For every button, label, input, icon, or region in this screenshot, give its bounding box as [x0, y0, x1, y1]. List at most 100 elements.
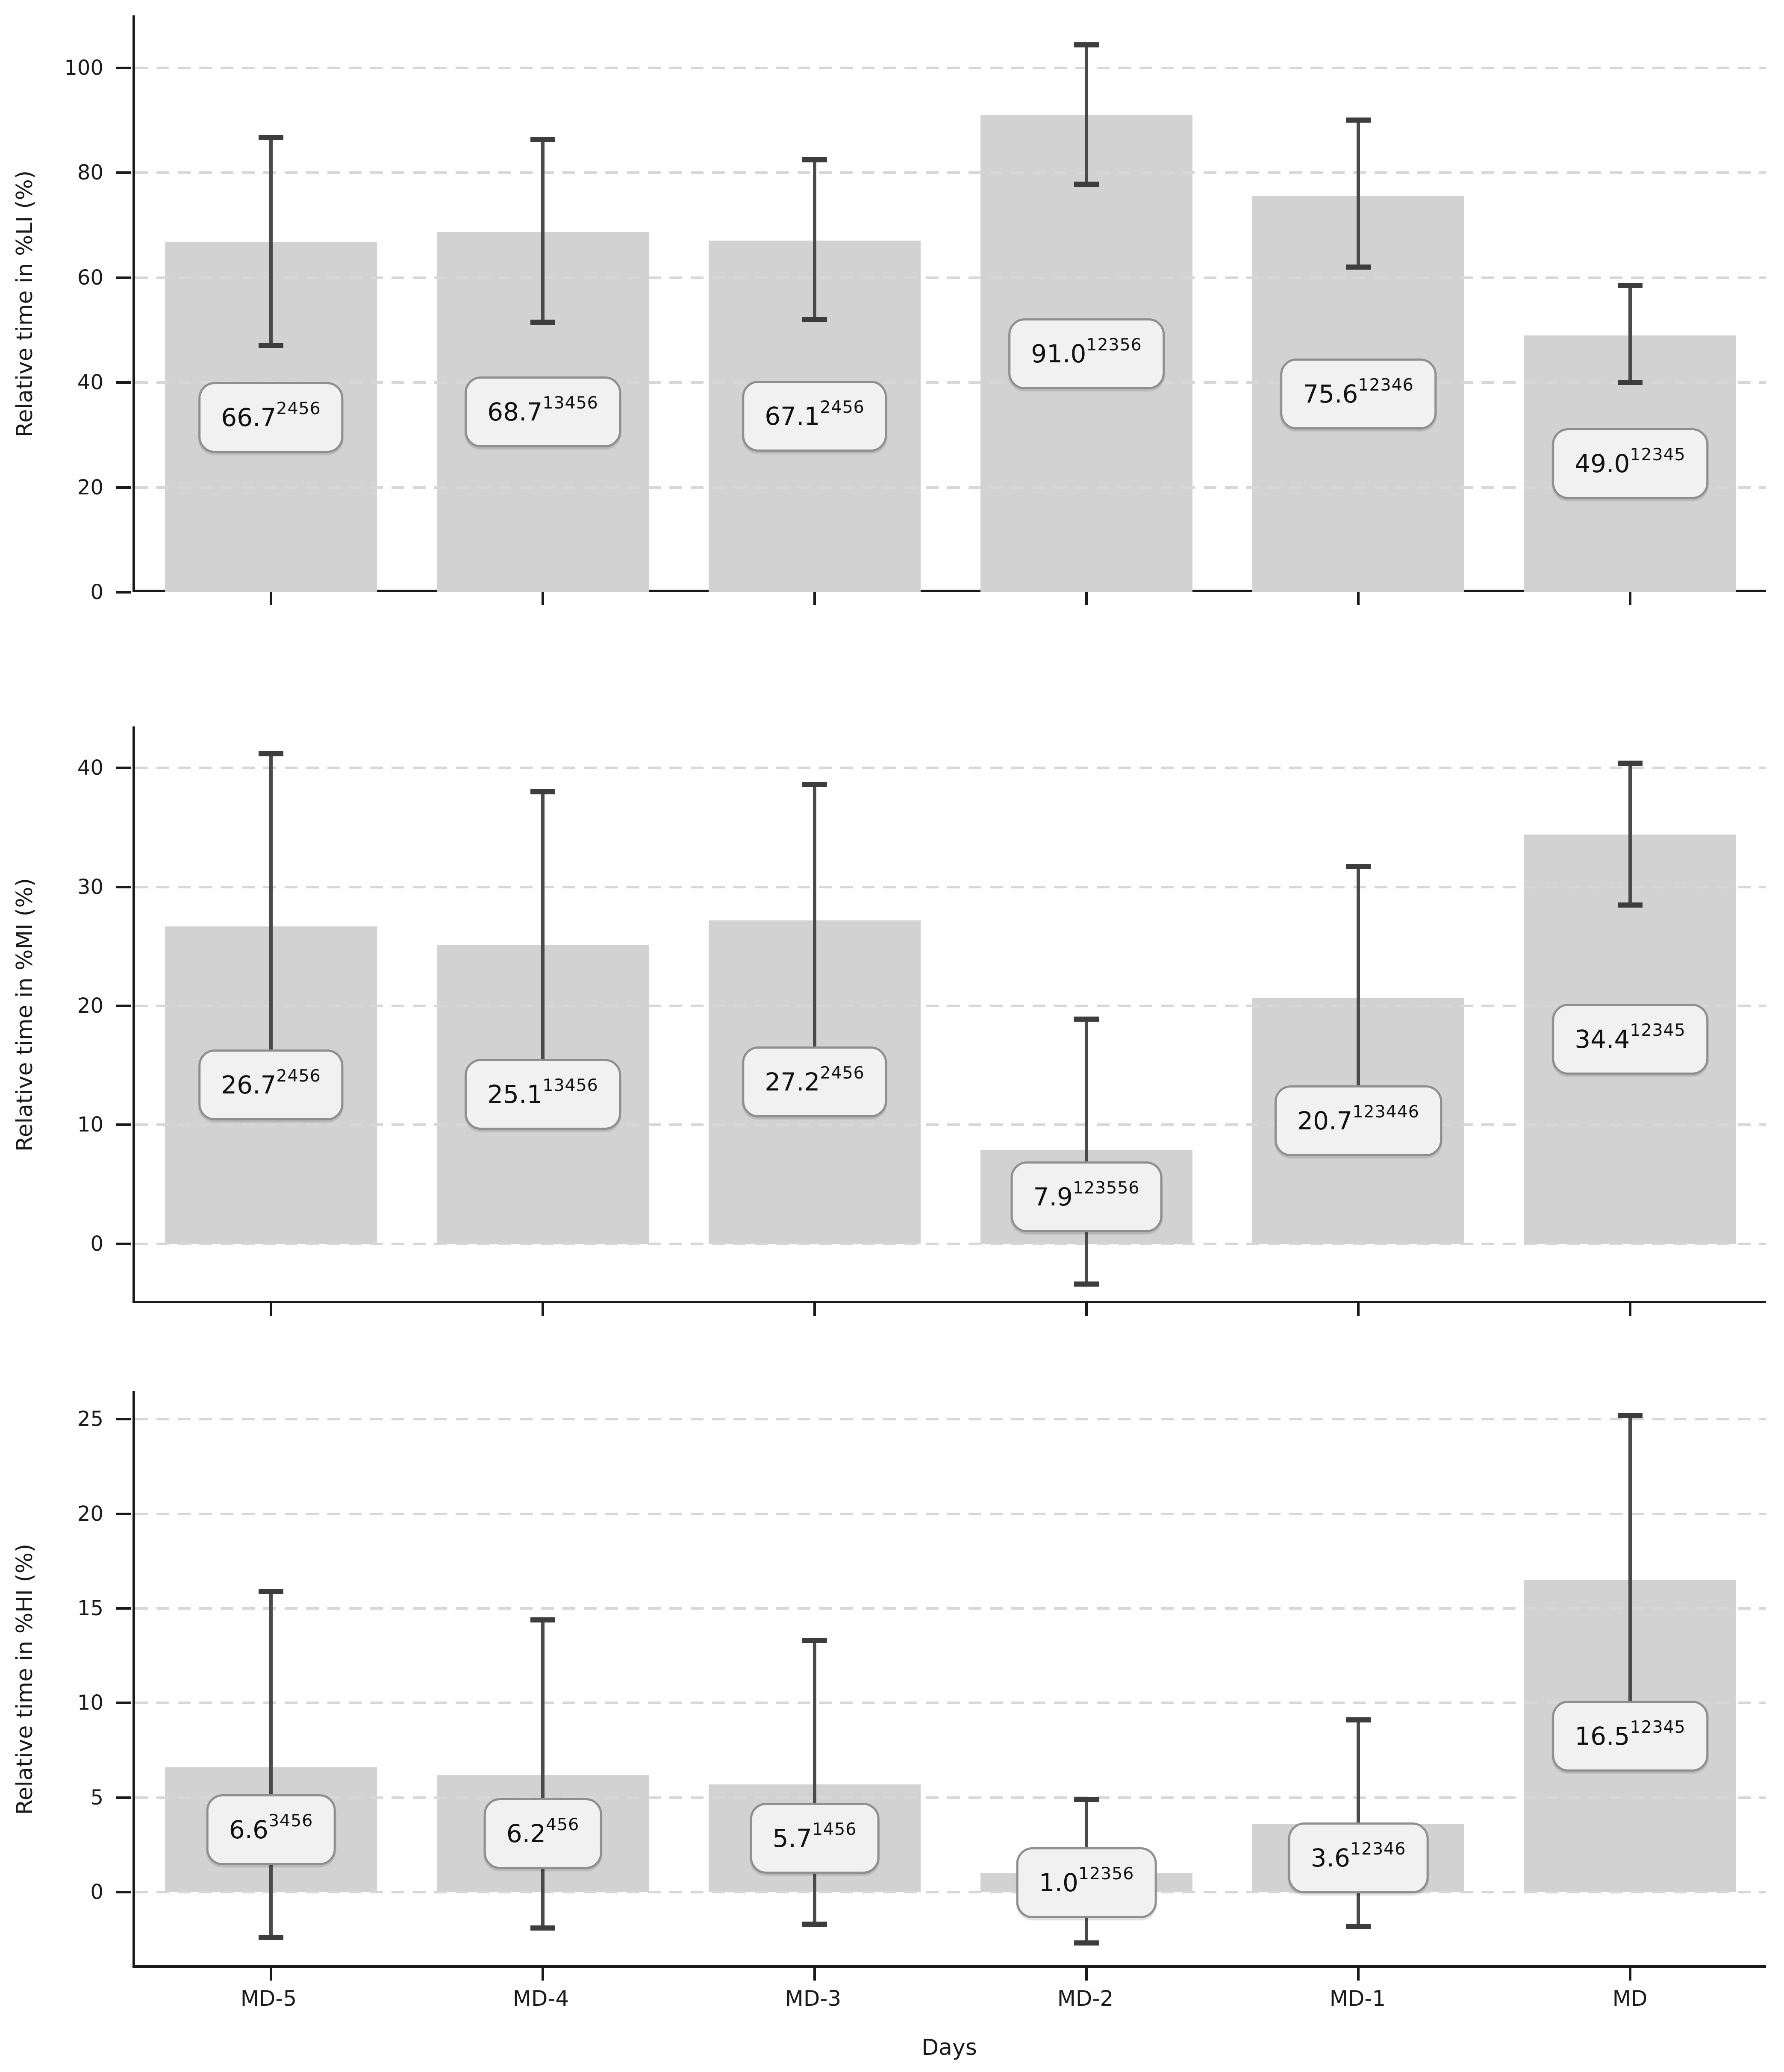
x-tick-mark-md-2	[1085, 1303, 1088, 1316]
significance-superscript: 123446	[1352, 1102, 1419, 1122]
significance-superscript: 12356	[1086, 335, 1142, 355]
value-text: 34.4	[1575, 1025, 1630, 1054]
y-tick-mark-20	[116, 1512, 131, 1515]
value-text: 27.2	[765, 1067, 820, 1097]
x-tick-mark-md-4	[542, 1968, 544, 1981]
error-bar-md-5	[269, 1591, 273, 1938]
y-tick-label-0: 0	[90, 1880, 103, 1904]
x-tick-mark-md-5	[269, 592, 272, 605]
x-tick-mark-md	[1629, 592, 1631, 605]
value-label-md-2: 91.012356	[1008, 318, 1165, 389]
y-tick-label-40: 40	[77, 370, 103, 395]
gridline-y-25	[135, 1418, 1766, 1421]
plot-area-mi: 26.72456 25.113456 27.22456 7.9123556 20.712…	[132, 726, 1766, 1316]
value-label-md-2: 1.012356	[1016, 1847, 1157, 1918]
error-bar-md-3	[813, 159, 816, 320]
value-text: 7.9	[1033, 1182, 1073, 1211]
significance-superscript: 2456	[276, 398, 321, 418]
error-cap-bottom-md-2	[1074, 1940, 1099, 1946]
y-tick-mark-5	[116, 1796, 131, 1799]
value-text: 68.7	[487, 397, 543, 427]
x-tick-mark-md-5	[269, 1303, 272, 1316]
gridline-y-10	[135, 1123, 1766, 1126]
value-label-md-4: 25.113456	[465, 1059, 621, 1130]
x-tick-mark-md-5	[269, 1968, 272, 1981]
y-tick-mark-10	[116, 1702, 131, 1705]
error-cap-bottom-md	[1618, 902, 1643, 908]
error-cap-top-md-2	[1074, 1016, 1099, 1022]
x-category-label-md-3: MD-3	[785, 1986, 842, 2011]
y-tick-label-30: 30	[77, 875, 103, 899]
plot-area-li: 66.72456 68.713456 67.12456 91.012356 75.612…	[132, 15, 1766, 605]
y-tick-label-25: 25	[77, 1407, 103, 1431]
error-cap-top-md-2	[1074, 42, 1099, 47]
error-cap-top-md	[1618, 761, 1643, 766]
significance-superscript: 13456	[542, 393, 598, 413]
x-tick-mark-md-4	[542, 592, 544, 605]
error-cap-bottom-md-5	[258, 1935, 283, 1940]
significance-superscript: 12346	[1350, 1839, 1406, 1859]
value-label-md-3: 5.71456	[750, 1802, 880, 1874]
y-tick-label-5: 5	[90, 1785, 103, 1810]
gridline-y-40	[135, 767, 1766, 770]
x-tick-mark-md-1	[1357, 592, 1360, 605]
y-tick-mark-10	[116, 1123, 131, 1126]
x-tick-mark-md-4	[542, 1303, 544, 1316]
y-tick-label-10: 10	[77, 1113, 103, 1137]
gridline-y-60	[135, 276, 1766, 279]
value-text: 6.6	[229, 1815, 268, 1844]
error-cap-bottom-md-3	[802, 1922, 827, 1927]
x-tick-mark-md-2	[1085, 1968, 1088, 1981]
significance-superscript: 1456	[812, 1819, 857, 1839]
error-bar-md-5	[269, 137, 273, 346]
value-label-md: 49.012345	[1552, 428, 1708, 500]
error-bar-md-1	[1357, 867, 1360, 1126]
x-category-label-md-4: MD-4	[512, 1986, 569, 2011]
y-tick-mark-25	[116, 1418, 131, 1421]
value-label-md-1: 3.612346	[1288, 1822, 1429, 1894]
error-cap-top-md-5	[258, 751, 283, 757]
error-cap-bottom-md-5	[258, 343, 283, 349]
error-cap-bottom-md-2	[1074, 182, 1099, 187]
value-label-md-5: 66.72456	[198, 382, 344, 453]
significance-superscript: 13456	[542, 1076, 598, 1096]
x-tick-mark-md	[1629, 1968, 1631, 1981]
x-category-label-md-5: MD-5	[240, 1986, 297, 2011]
y-tick-mark-60	[116, 276, 131, 279]
value-label-md-2: 7.9123556	[1010, 1161, 1163, 1232]
significance-superscript: 2456	[820, 1063, 865, 1083]
value-text: 20.7	[1297, 1106, 1353, 1135]
x-tick-mark-md-1	[1357, 1968, 1360, 1981]
y-tick-label-80: 80	[77, 161, 103, 185]
error-cap-top-md-4	[530, 1617, 555, 1622]
error-cap-bottom-md	[1618, 380, 1643, 385]
gridline-y-0	[135, 1242, 1766, 1245]
y-tick-label-100: 100	[64, 56, 103, 80]
error-cap-top-md-5	[258, 1589, 283, 1594]
value-text: 5.7	[772, 1823, 812, 1853]
error-cap-bottom-md-2	[1074, 1281, 1099, 1287]
value-label-md-3: 67.12456	[742, 381, 887, 452]
significance-superscript: 12346	[1358, 375, 1414, 395]
error-cap-top-md-4	[530, 789, 555, 795]
error-bar-md-1	[1357, 120, 1360, 267]
x-category-label-md-2: MD-2	[1057, 1986, 1114, 2011]
significance-superscript: 123556	[1072, 1178, 1140, 1198]
error-bar-md-3	[813, 785, 816, 1054]
gridline-y-20	[135, 1005, 1766, 1008]
gridline-y-40	[135, 381, 1766, 384]
value-text: 6.2	[506, 1819, 546, 1848]
error-cap-bottom-md-4	[530, 319, 555, 325]
value-text: 66.7	[221, 403, 277, 432]
x-category-label-md-1: MD-1	[1329, 1986, 1386, 2011]
y-tick-mark-40	[116, 767, 131, 770]
error-cap-top-md-2	[1074, 1797, 1099, 1802]
x-tick-mark-md-1	[1357, 1303, 1360, 1316]
y-axis-label-li: Relative time in %LI (%)	[12, 170, 38, 438]
x-tick-mark-md-3	[813, 592, 816, 605]
gridline-y-20	[135, 486, 1766, 489]
significance-superscript: 456	[546, 1814, 580, 1834]
y-tick-label-60: 60	[77, 265, 103, 290]
error-cap-top-md-1	[1346, 118, 1371, 123]
